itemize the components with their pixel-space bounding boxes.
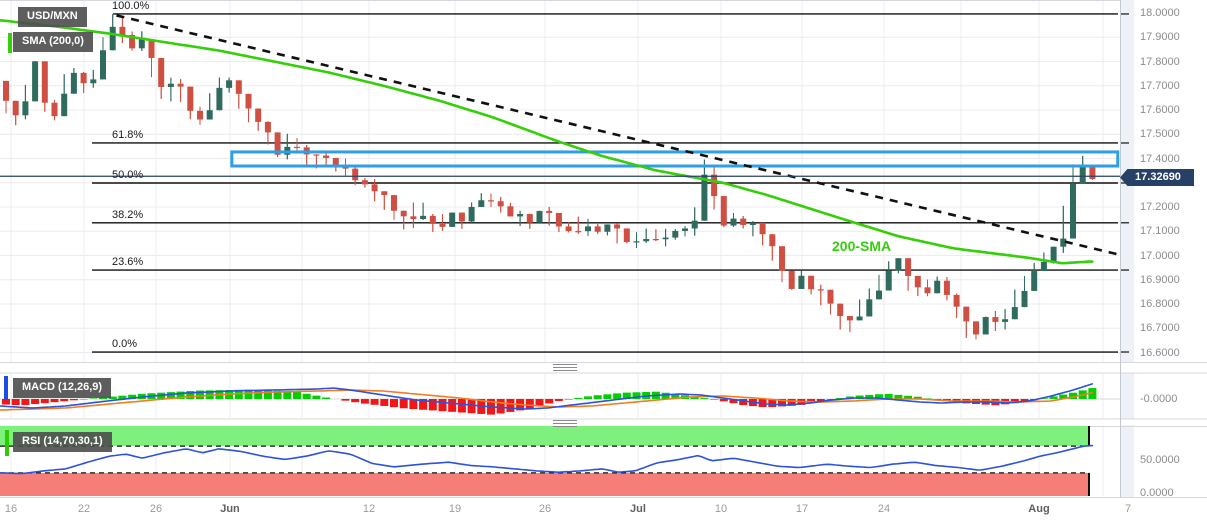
date-tick-label: Jul xyxy=(630,503,646,515)
rsi-overbought-band xyxy=(0,426,1089,447)
date-tick-label: 22 xyxy=(77,503,91,515)
price-tick-label: 18.0000 xyxy=(1140,7,1180,19)
rsi-accent-bar xyxy=(5,430,9,456)
price-tick-label: 17.1000 xyxy=(1140,225,1180,238)
price-tick-label: 17.5000 xyxy=(1140,128,1180,141)
sma-accent-bar xyxy=(8,33,12,53)
date-tick-label: 26 xyxy=(538,503,552,515)
sma-200-line xyxy=(0,18,1094,265)
rsi-line xyxy=(0,444,1094,475)
fib-label: 38.2% xyxy=(112,208,144,221)
fib-label: 23.6% xyxy=(112,256,144,269)
rsi-axis-label: 0.0000 xyxy=(1140,487,1174,499)
fib-label: 61.8% xyxy=(112,128,144,141)
macd-zero-label: -0.0000 xyxy=(1140,393,1178,405)
macd-accent-bar xyxy=(4,376,8,400)
axis-gutter xyxy=(1121,425,1134,497)
resistance-zone-box xyxy=(230,150,1120,168)
date-tick-label: 26 xyxy=(149,503,163,515)
date-tick-label: 19 xyxy=(448,503,462,515)
date-tick-label: 24 xyxy=(877,503,891,515)
macd-indicator-label: MACD (12,26,9) xyxy=(13,378,112,398)
price-tick-label: 16.6000 xyxy=(1140,346,1180,359)
fib-label: 50.0% xyxy=(112,168,144,181)
date-tick-label: 16 xyxy=(4,503,18,515)
price-tick-label: 17.2000 xyxy=(1140,201,1180,213)
fib-label: 100.0% xyxy=(112,0,150,12)
sma-indicator-label: SMA (200,0) xyxy=(13,32,93,52)
rsi-indicator-label: RSI (14,70,30,1) xyxy=(13,432,112,452)
sma-annotation-text: 200-SMA xyxy=(832,238,892,254)
date-tick-label: 12 xyxy=(362,503,376,515)
candlestick-series xyxy=(3,14,1096,340)
current-price-badge: 17.32690 xyxy=(1120,169,1194,186)
price-tick-label: 17.8000 xyxy=(1140,55,1180,68)
price-tick-label: 16.7000 xyxy=(1140,322,1180,335)
axis-gutter xyxy=(1121,373,1134,419)
macd-signal-line xyxy=(0,389,1094,411)
rsi-panel-resize-handle[interactable] xyxy=(553,420,577,428)
date-tick-label: Aug xyxy=(1028,503,1050,515)
price-tick-label: 16.9000 xyxy=(1140,273,1180,286)
date-tick-label: 7 xyxy=(1124,503,1132,515)
price-tick-label: 17.7000 xyxy=(1140,79,1180,92)
price-tick-label: 17.0000 xyxy=(1140,249,1180,262)
date-tick-label: 17 xyxy=(795,503,809,515)
rsi-oversold-band xyxy=(0,472,1089,496)
price-tick-label: 17.4000 xyxy=(1140,152,1180,165)
descending-trendline xyxy=(116,14,1119,256)
rsi-axis-label: 50.0000 xyxy=(1140,453,1180,466)
price-tick-label: 16.8000 xyxy=(1140,298,1180,310)
macd-histogram xyxy=(2,388,1097,415)
fib-label: 0.0% xyxy=(112,338,138,350)
price-tick-label: 17.6000 xyxy=(1140,104,1180,116)
price-tick-label: 17.9000 xyxy=(1140,31,1180,44)
macd-panel-resize-handle[interactable] xyxy=(553,364,577,372)
macd-line xyxy=(0,383,1094,410)
date-tick-label: Jun xyxy=(220,503,240,515)
date-tick-label: 10 xyxy=(714,503,728,515)
symbol-label: USD/MXN xyxy=(18,7,87,27)
